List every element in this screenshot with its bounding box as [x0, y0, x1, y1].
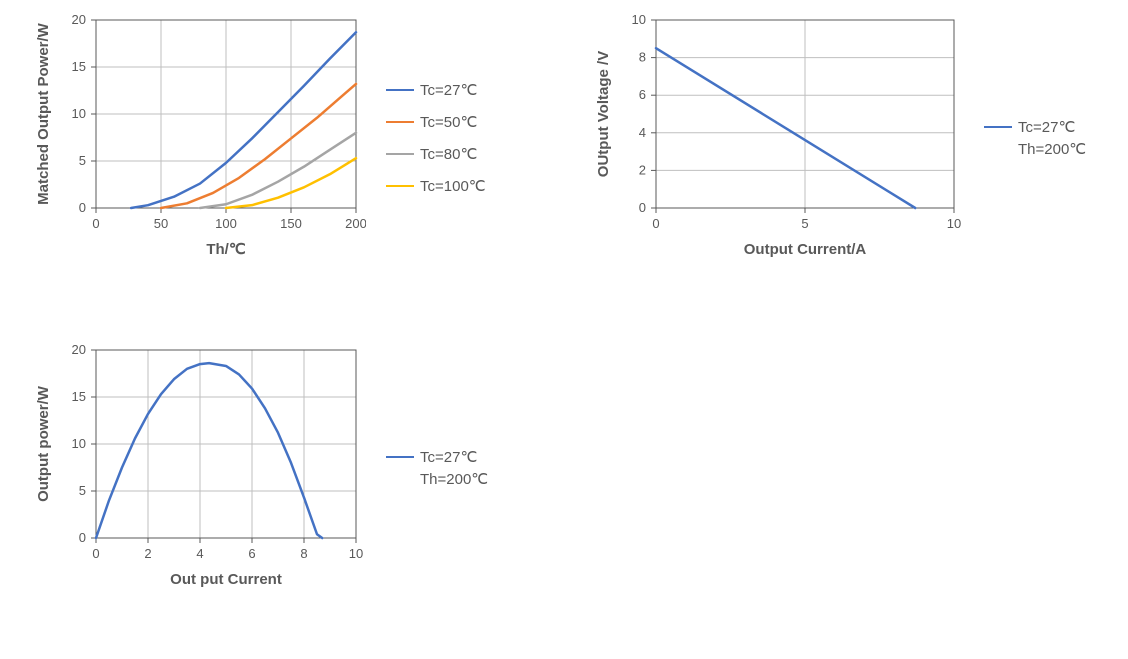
y-tick-label: 20 [72, 342, 86, 357]
legend-swatch [386, 153, 414, 155]
x-tick-label: 8 [300, 546, 307, 561]
y-axis-label: Output power/W [35, 385, 52, 502]
y-tick-label: 15 [72, 389, 86, 404]
legend-swatch [984, 126, 1012, 128]
legend-label: Tc=27℃ [1018, 118, 1075, 136]
chart_top_right-legend: Tc=27℃ Th=200℃ [984, 118, 1086, 158]
x-tick-label: 0 [92, 546, 99, 561]
legend-item: Tc=27℃ Th=200℃ [386, 448, 488, 488]
y-tick-label: 5 [79, 483, 86, 498]
x-tick-label: 10 [349, 546, 363, 561]
legend-item: Tc=27℃ Th=200℃ [984, 118, 1086, 158]
x-tick-label: 4 [196, 546, 203, 561]
legend-item: Tc=27℃ [386, 81, 486, 99]
y-tick-label: 5 [79, 153, 86, 168]
x-tick-label: 100 [215, 216, 237, 231]
y-tick-label: 10 [632, 12, 646, 27]
chart_top_right: 0 5 10 0 2 4 6 8 10 Output Current/A OUtput Voltag… [584, 10, 1086, 266]
y-tick-label: 6 [639, 87, 646, 102]
chart_bottom_left-svg: 0 2 4 6 8 10 0 5 10 15 20 Out put Current Output pow… [24, 340, 366, 596]
legend-item: Tc=80℃ [386, 145, 486, 163]
y-tick-label: 20 [72, 12, 86, 27]
legend-item: Tc=50℃ [386, 113, 486, 131]
legend-sublabel: Th=200℃ [420, 470, 488, 488]
chart_bottom_left-legend: Tc=27℃ Th=200℃ [386, 448, 488, 488]
chart_top_left: 0 50 100 150 200 0 5 10 15 20 Th/℃ Matched Output P… [24, 10, 486, 266]
x-tick-label: 0 [652, 216, 659, 231]
y-axis-label: OUtput Voltage /V [595, 51, 612, 177]
x-tick-label: 0 [92, 216, 99, 231]
y-tick-label: 4 [639, 125, 646, 140]
legend-item: Tc=100℃ [386, 177, 486, 195]
y-axis-label: Matched Output Power/W [35, 22, 52, 205]
legend-swatch [386, 121, 414, 123]
chart_top_right-svg: 0 5 10 0 2 4 6 8 10 Output Current/A OUtput Voltag… [584, 10, 964, 266]
chart_top_left-svg: 0 50 100 150 200 0 5 10 15 20 Th/℃ Matched Output P… [24, 10, 366, 266]
x-tick-label: 50 [154, 216, 168, 231]
y-tick-label: 10 [72, 436, 86, 451]
y-tick-label: 2 [639, 162, 646, 177]
x-tick-label: 6 [248, 546, 255, 561]
x-axis-label: Out put Current [170, 571, 282, 588]
legend-sublabel: Th=200℃ [1018, 140, 1086, 158]
legend-label: Tc=27℃ [420, 81, 477, 99]
x-axis-label: Th/℃ [206, 241, 245, 258]
legend-swatch [386, 456, 414, 458]
legend-swatch [386, 89, 414, 91]
y-tick-label: 8 [639, 50, 646, 65]
x-tick-label: 10 [947, 216, 961, 231]
y-tick-label: 0 [79, 530, 86, 545]
legend-label: Tc=100℃ [420, 177, 486, 195]
x-axis-label: Output Current/A [744, 241, 867, 258]
x-tick-label: 150 [280, 216, 302, 231]
chart_top_left-legend: Tc=27℃ Tc=50℃ Tc=80℃ Tc=100℃ [386, 81, 486, 195]
y-tick-label: 15 [72, 59, 86, 74]
legend-label: Tc=50℃ [420, 113, 477, 131]
y-tick-label: 0 [639, 200, 646, 215]
y-tick-label: 0 [79, 200, 86, 215]
x-tick-label: 2 [144, 546, 151, 561]
legend-label: Tc=27℃ [420, 448, 477, 466]
x-tick-label: 200 [345, 216, 366, 231]
x-tick-label: 5 [801, 216, 808, 231]
legend-swatch [386, 185, 414, 187]
chart_bottom_left: 0 2 4 6 8 10 0 5 10 15 20 Out put Current Output pow… [24, 340, 488, 596]
y-tick-label: 10 [72, 106, 86, 121]
legend-label: Tc=80℃ [420, 145, 477, 163]
